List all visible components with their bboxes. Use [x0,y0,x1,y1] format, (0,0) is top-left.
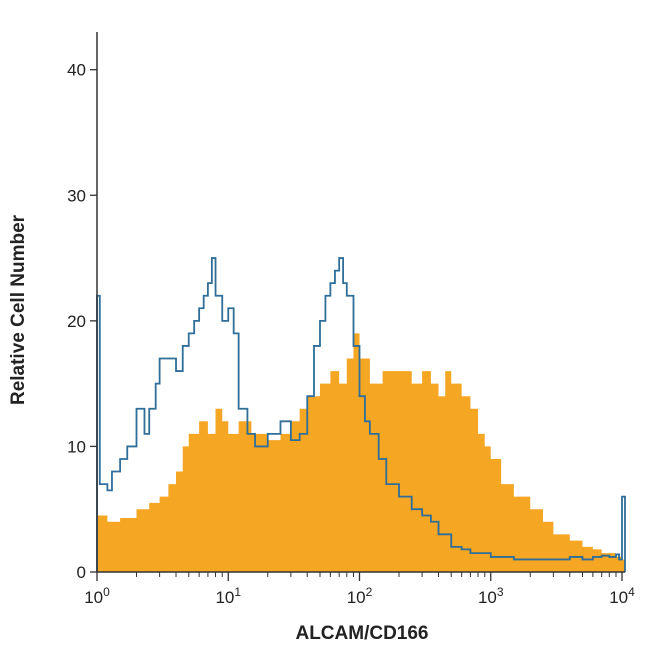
y-tick-label: 0 [77,563,86,582]
x-axis-title: ALCAM/CD166 [295,623,428,644]
series-0-filled-histogram [97,333,625,572]
x-tick-label: 102 [347,585,373,607]
series-1-outline-histogram [96,257,626,572]
x-tick-label: 100 [84,585,110,607]
y-axis-title: Relative Cell Number [8,214,29,405]
y-tick-label: 40 [67,61,86,80]
x-tick-label: 103 [478,585,504,607]
y-tick-label: 30 [67,186,86,205]
axes-layer [96,32,625,573]
ticks-layer: 0 10 20 30 40 100 101 102 103 104 [67,61,635,607]
series-layer [96,257,626,572]
x-tick-label: 104 [609,585,635,607]
y-tick-label: 20 [67,312,86,331]
y-tick-label: 10 [67,437,86,456]
x-tick-label: 101 [215,585,241,607]
